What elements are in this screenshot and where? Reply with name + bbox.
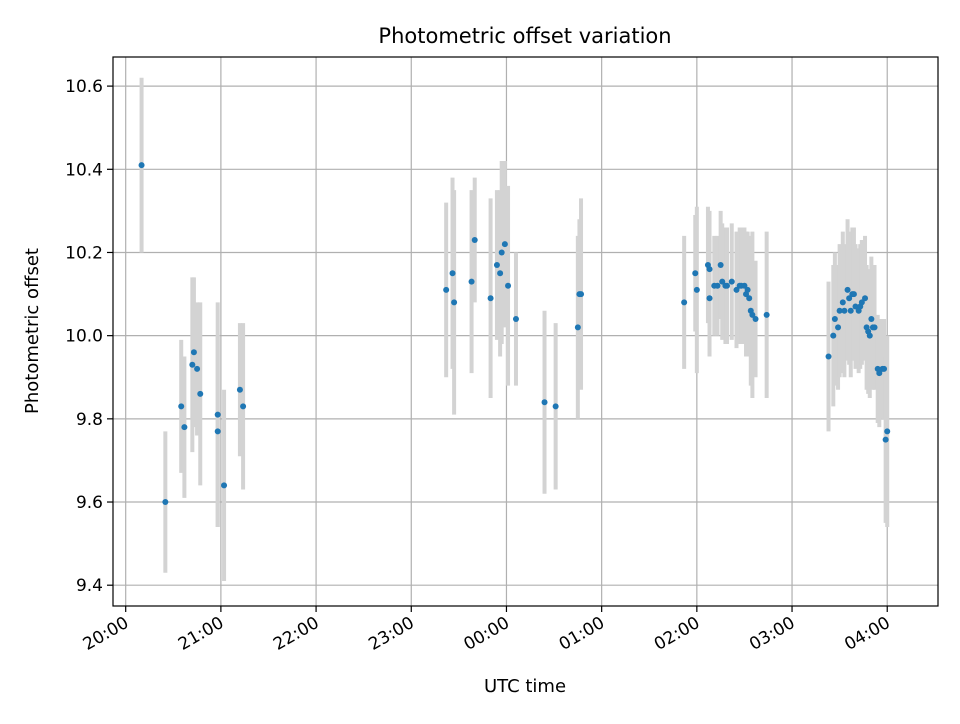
data-point: [681, 299, 688, 306]
y-tick-label: 10.0: [65, 327, 103, 347]
data-point: [236, 386, 243, 393]
data-point: [706, 266, 713, 273]
plot-frame: [112, 56, 939, 607]
data-point: [706, 295, 713, 302]
data-point: [221, 482, 228, 489]
data-point: [214, 428, 221, 435]
data-point: [693, 286, 700, 293]
data-point: [825, 353, 832, 360]
data-point: [692, 270, 699, 277]
data-point: [493, 261, 500, 268]
data-point: [831, 316, 838, 323]
data-point: [574, 324, 581, 331]
data-point: [847, 307, 854, 314]
data-point: [876, 370, 883, 377]
y-axis-label: Photometric offset: [22, 248, 43, 414]
data-point: [541, 399, 548, 406]
data-point: [852, 303, 859, 310]
data-point: [197, 390, 204, 397]
y-tick-label: 9.4: [76, 576, 103, 596]
data-point: [501, 241, 508, 248]
data-point: [752, 316, 759, 323]
data-point: [138, 162, 145, 169]
data-point: [505, 282, 512, 289]
data-point: [451, 299, 458, 306]
data-point: [162, 499, 169, 506]
data-point: [728, 278, 735, 285]
data-point: [882, 436, 889, 443]
y-tick-label: 9.8: [76, 410, 103, 430]
data-point: [714, 282, 721, 289]
data-point: [723, 282, 730, 289]
data-point: [719, 278, 726, 285]
data-point: [240, 403, 247, 410]
data-point: [497, 270, 504, 277]
data-point: [836, 307, 843, 314]
y-tick-label: 10.4: [65, 160, 103, 180]
data-point: [844, 286, 851, 293]
data-point: [487, 295, 494, 302]
data-point: [578, 291, 585, 298]
data-point: [846, 295, 853, 302]
data-point: [858, 299, 865, 306]
data-point: [449, 270, 456, 277]
data-point: [881, 365, 888, 372]
data-point: [471, 237, 478, 243]
data-point: [841, 307, 848, 314]
data-point: [746, 295, 753, 302]
data-point: [862, 295, 869, 302]
data-point: [763, 311, 770, 318]
data-point: [866, 332, 873, 339]
chart-title: Photometric offset variation: [378, 24, 671, 48]
y-tick-label: 10.6: [65, 77, 103, 97]
data-point: [214, 411, 221, 418]
data-point: [181, 424, 188, 431]
data-point: [189, 361, 196, 368]
x-axis-label: UTC time: [484, 676, 566, 697]
data-point: [744, 286, 751, 293]
data-point: [194, 365, 201, 372]
data-point: [850, 291, 857, 298]
data-point: [552, 403, 559, 410]
data-points: [138, 162, 891, 506]
data-point: [733, 286, 740, 293]
data-point: [512, 316, 519, 323]
data-point: [717, 261, 724, 268]
data-point: [835, 324, 842, 331]
y-tick-label: 9.6: [76, 493, 103, 513]
data-point: [443, 286, 450, 293]
data-point: [178, 403, 185, 410]
data-point: [468, 278, 475, 285]
data-point: [868, 316, 875, 323]
data-point: [839, 299, 846, 306]
data-point: [498, 249, 505, 256]
data-point: [884, 428, 891, 435]
data-point: [830, 332, 837, 339]
data-point: [749, 311, 756, 318]
y-tick-label: 10.2: [65, 243, 103, 263]
data-point: [741, 282, 748, 289]
data-point: [190, 349, 197, 356]
data-point: [871, 324, 878, 331]
